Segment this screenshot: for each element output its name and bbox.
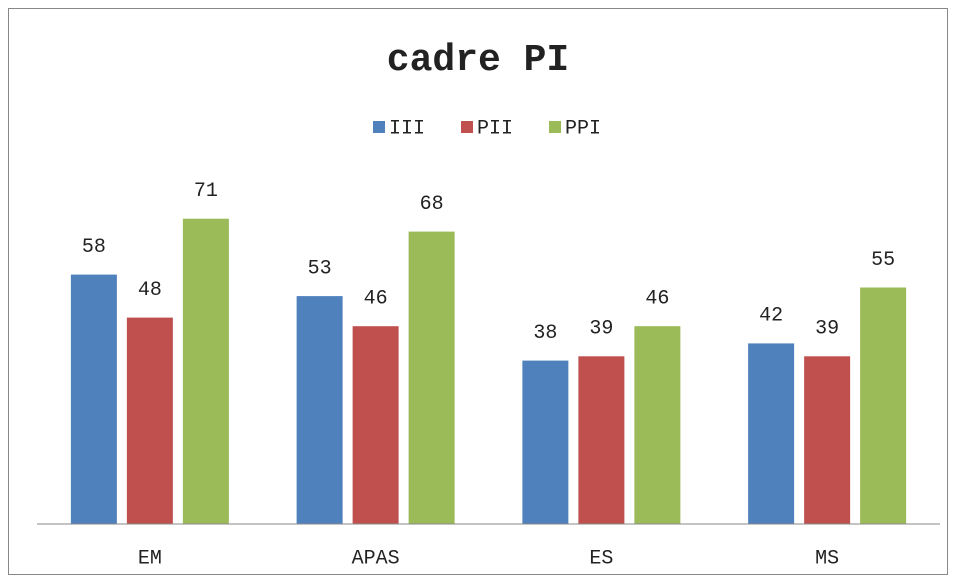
bar	[70, 274, 117, 524]
data-label: 38	[533, 322, 557, 345]
data-label: 68	[420, 193, 444, 216]
x-tick-label: ES	[589, 547, 613, 570]
data-label: 46	[645, 287, 669, 310]
data-label: 39	[589, 318, 613, 341]
bar	[352, 326, 399, 524]
legend-label: III	[389, 117, 425, 140]
bar	[126, 317, 173, 524]
bar	[634, 326, 681, 524]
x-tick-label: MS	[815, 547, 839, 570]
x-tick-label: EM	[138, 547, 162, 570]
bar	[408, 231, 455, 524]
data-label: 71	[194, 180, 218, 203]
data-label: 48	[138, 279, 162, 302]
data-label: 55	[871, 249, 895, 272]
bar	[182, 218, 229, 524]
legend-swatch	[461, 121, 473, 133]
chart-title: cadre PI	[387, 39, 569, 82]
data-label: 58	[82, 236, 106, 259]
legend-swatch	[549, 121, 561, 133]
bar	[748, 343, 795, 524]
legend-label: PII	[477, 117, 513, 140]
data-label: 46	[364, 287, 388, 310]
bar	[804, 356, 851, 524]
data-label: 42	[759, 305, 783, 328]
data-label: 39	[815, 318, 839, 341]
bar	[578, 356, 625, 524]
bar	[296, 296, 343, 524]
bar	[860, 287, 907, 524]
legend-swatch	[373, 121, 385, 133]
data-label: 53	[308, 257, 332, 280]
bar	[522, 360, 569, 524]
x-tick-label: APAS	[352, 547, 400, 570]
legend-label: PPI	[565, 117, 601, 140]
